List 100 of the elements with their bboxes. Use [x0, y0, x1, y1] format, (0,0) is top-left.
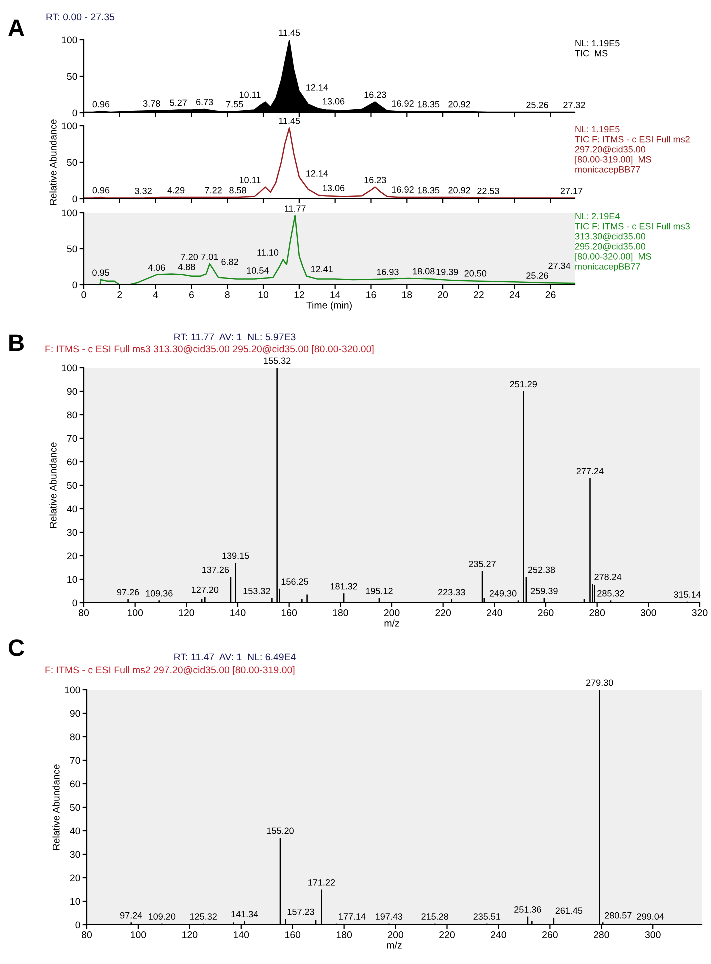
- annotation: 252.38: [528, 566, 556, 574]
- x-tick-label: 14: [330, 292, 340, 298]
- x-tick-label: 180: [336, 932, 352, 938]
- annotation: 157.23: [288, 908, 314, 916]
- annotation: 197.43: [376, 914, 403, 920]
- y-tick-label: 20: [70, 874, 80, 882]
- x-tick-label: 12: [294, 292, 304, 298]
- annotation: 11.77: [285, 206, 306, 212]
- x-tick-label: 120: [182, 932, 198, 938]
- x-tick-label: 100: [128, 610, 144, 616]
- annotation: 18.35: [418, 187, 440, 194]
- y-tick-label: 50: [67, 482, 78, 490]
- x-tick-label: 8: [225, 292, 230, 298]
- y-tick-label: 90: [67, 388, 78, 396]
- annotation: 315.14: [674, 592, 702, 598]
- x-tick-label: 180: [333, 610, 348, 616]
- x-tick-label: 100: [131, 932, 146, 938]
- annotation: 0.95: [92, 270, 110, 276]
- annotation: 12.14: [306, 170, 328, 177]
- annotation: 7.22: [205, 187, 222, 194]
- annotation: 0.96: [92, 187, 110, 194]
- annotation: 285.32: [598, 590, 624, 597]
- annotation: 139.15: [222, 552, 250, 560]
- y-tick-label: 30: [70, 851, 80, 858]
- annotation: 10.11: [240, 92, 261, 98]
- y-tick-label: 10: [70, 898, 80, 906]
- y-tick-label: 0: [72, 196, 78, 203]
- annotation: 277.24: [576, 468, 604, 474]
- y-tick-label: 0: [72, 282, 78, 289]
- annotation: 8.58: [230, 187, 246, 194]
- annotation: 3.78: [143, 100, 160, 107]
- annotation: 156.25: [282, 578, 308, 586]
- x-tick-label: 260: [542, 932, 558, 938]
- annotation: 22.53: [478, 188, 500, 194]
- annotation: 18.35: [418, 101, 440, 108]
- y-tick-label: 70: [70, 757, 80, 764]
- x-tick-label: 160: [282, 610, 298, 616]
- chart-title: RT: 11.77 AV: 1 NL: 5.97E3: [174, 334, 296, 341]
- y-tick-label: 100: [62, 364, 78, 372]
- x-axis-title: m/z: [387, 942, 402, 949]
- annotation: 12.14: [306, 84, 328, 91]
- x-tick-label: 18: [402, 292, 412, 298]
- annotation: 27.34: [548, 262, 571, 270]
- annotation: 251.29: [510, 381, 538, 388]
- annotation: 7.55: [226, 101, 244, 108]
- y-tick-label: 100: [62, 36, 78, 44]
- x-tick-label: 4: [153, 292, 158, 298]
- annotation: 11.45: [279, 118, 300, 124]
- annotation: 249.30: [490, 590, 517, 597]
- annotation: 215.28: [422, 914, 449, 920]
- y-tick-label: 80: [67, 412, 78, 419]
- y-tick-label: 0: [76, 922, 80, 929]
- y-tick-label: 50: [70, 804, 80, 812]
- y-tick-label: 100: [65, 686, 80, 694]
- annotation: 97.26: [117, 589, 140, 596]
- x-tick-label: 140: [230, 610, 246, 616]
- annotation: 19.39: [436, 268, 458, 276]
- annotation: 97.24: [120, 912, 142, 919]
- annotation: 16.92: [392, 100, 414, 107]
- x-tick-label: 80: [79, 610, 90, 616]
- x-tick-label: 6: [190, 292, 194, 298]
- annotation: 6.73: [196, 99, 214, 106]
- text: A: [8, 20, 24, 36]
- y-tick-label: 70: [67, 435, 78, 442]
- annotation: 4.29: [168, 187, 185, 194]
- annotation: 155.20: [267, 828, 294, 834]
- y-tick-label: 10: [68, 576, 78, 584]
- annotation: 235.51: [474, 914, 501, 920]
- text: C: [8, 640, 24, 656]
- x-tick-label: 160: [285, 932, 301, 938]
- y-tick-label: 0: [72, 600, 78, 607]
- y-tick-label: 50: [67, 73, 78, 80]
- x-tick-label: 220: [436, 610, 452, 616]
- annotation: 195.12: [366, 588, 393, 594]
- x-tick-label: 24: [510, 292, 520, 298]
- y-tick-label: 60: [67, 458, 78, 466]
- x-tick-label: 280: [594, 932, 610, 938]
- x-tick-label: 280: [590, 610, 606, 616]
- chart-title: RT: 0.00 - 27.35: [46, 14, 115, 21]
- annotation: 20.50: [464, 270, 487, 277]
- annotation: 279.30: [586, 680, 614, 686]
- annotation: 109.36: [146, 590, 173, 597]
- y-tick-label: 80: [70, 734, 80, 741]
- annotation: 125.32: [190, 914, 217, 920]
- y-tick-label: 90: [70, 710, 80, 718]
- annotation: 181.32: [330, 583, 358, 590]
- x-tick-label: 200: [388, 932, 404, 938]
- annotation: 280.57: [605, 912, 632, 919]
- annotation: 10.11: [240, 177, 261, 184]
- x-tick-label: 80: [82, 932, 92, 938]
- annotation: 16.23: [364, 177, 386, 184]
- x-tick-label: 16: [366, 292, 376, 298]
- annotation: 261.45: [556, 908, 583, 914]
- x-tick-label: 10: [258, 292, 269, 298]
- annotation: 6.82: [222, 258, 238, 266]
- annotation: 177.14: [339, 914, 366, 920]
- chart-subtitle: F: ITMS - c ESI Full ms3 313.30@cid35.00 295.20@cid35.00 [80.00-320.00]: [46, 345, 374, 355]
- x-tick-label: 240: [491, 932, 506, 938]
- annotation: 25.26: [526, 102, 548, 108]
- annotation: 141.34: [232, 911, 258, 918]
